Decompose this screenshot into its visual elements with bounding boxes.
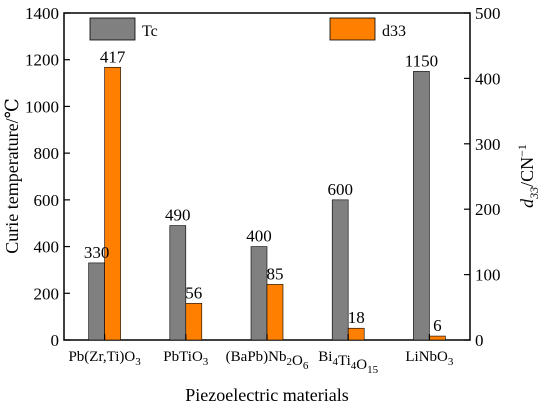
x-tick-label: Pb(Zr,Ti)O3 xyxy=(68,349,141,368)
bar-tc xyxy=(250,246,268,341)
bar-value-label-tc: 490 xyxy=(165,206,191,225)
right-tick-label: 400 xyxy=(475,69,501,88)
bar-labels: 330 417 490 56 400 85 600 18 1150 6 xyxy=(84,47,442,335)
bars xyxy=(88,66,446,341)
bar-value-label-d33: 18 xyxy=(348,308,365,327)
bar-value-label-d33: 56 xyxy=(185,283,202,302)
x-axis-title: Piezoelectric materials xyxy=(185,385,348,405)
bar-tc xyxy=(413,71,430,341)
bar-value-label-tc: 600 xyxy=(327,180,353,199)
right-tick-label: 300 xyxy=(475,135,501,154)
right-tick-label: 100 xyxy=(475,266,501,285)
x-tick-label: Bi4Ti4O15 xyxy=(318,349,378,376)
left-axis-ticks: 0 200 400 600 800 1000 1200 1400 xyxy=(25,4,70,350)
left-tick-label: 0 xyxy=(51,331,60,350)
left-tick-label: 1000 xyxy=(25,97,59,116)
left-tick-label: 600 xyxy=(34,191,60,210)
left-tick-label: 1400 xyxy=(25,4,59,23)
right-axis-ticks: 0 100 200 300 400 500 xyxy=(464,4,501,350)
right-tick-label: 200 xyxy=(475,200,501,219)
x-tick-label: (BaPb)Nb2O6 xyxy=(226,349,309,372)
right-tick-label: 0 xyxy=(475,331,484,350)
left-tick-label: 400 xyxy=(34,238,60,257)
left-tick-label: 800 xyxy=(34,144,60,163)
bar-tc xyxy=(88,262,105,341)
bar-value-label-d33: 85 xyxy=(267,264,284,283)
bar-d33 xyxy=(429,335,446,341)
bar-value-label-tc: 400 xyxy=(246,227,272,246)
x-axis-tick-labels: Pb(Zr,Ti)O3 PbTiO3 (BaPb)Nb2O6 Bi4Ti4O15 LiN… xyxy=(68,334,454,376)
y-axis-left-title: Curie temperature/℃ xyxy=(2,98,22,254)
bar-d33 xyxy=(185,303,203,341)
left-tick-label: 200 xyxy=(34,284,60,303)
legend: Tc d33 xyxy=(89,17,406,41)
x-tick-label: PbTiO3 xyxy=(163,349,208,368)
bar-value-label-d33: 6 xyxy=(433,316,442,335)
bar-value-label-tc: 1150 xyxy=(405,51,438,70)
y-axis-right-title: d33/CN−1 xyxy=(515,144,541,208)
x-tick-label: LiNbO3 xyxy=(405,349,454,368)
bar-tc xyxy=(331,199,349,341)
legend-swatch-tc xyxy=(89,17,136,41)
bar-d33 xyxy=(347,327,365,341)
legend-label-tc: Tc xyxy=(142,23,158,40)
bar-d33 xyxy=(266,284,284,341)
bar-value-label-d33: 417 xyxy=(100,47,126,66)
bar-d33 xyxy=(104,66,121,341)
bar-value-label-tc: 330 xyxy=(84,243,110,262)
left-tick-label: 1200 xyxy=(25,51,59,70)
legend-swatch-d33 xyxy=(329,17,376,41)
bar-tc xyxy=(169,225,187,341)
legend-label-d33: d33 xyxy=(382,23,406,40)
right-tick-label: 500 xyxy=(475,4,501,23)
